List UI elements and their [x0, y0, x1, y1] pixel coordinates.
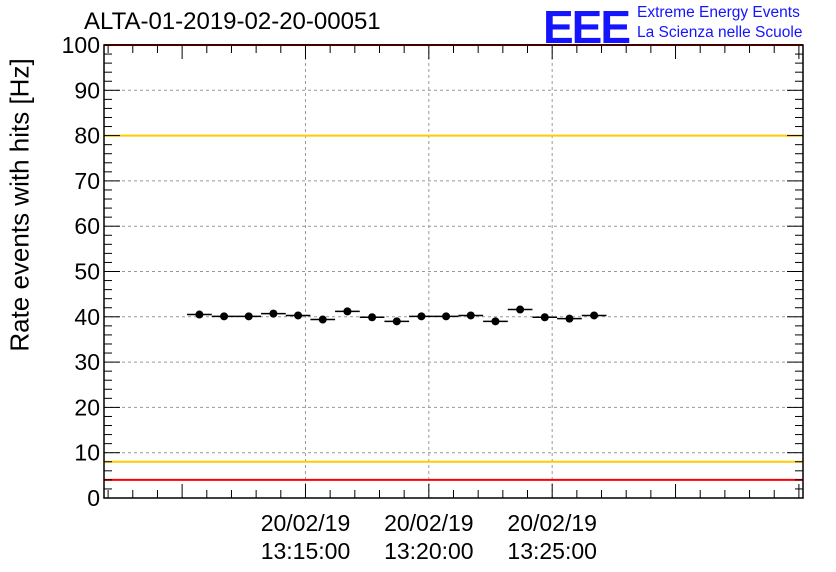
data-point	[392, 317, 401, 326]
data-point	[417, 312, 426, 321]
y-tick-label: 30	[74, 349, 100, 375]
y-tick-label: 40	[74, 304, 100, 330]
x-tick-label-time: 13:20:00	[384, 538, 474, 564]
y-tick-label: 10	[74, 440, 100, 466]
data-point	[343, 307, 352, 316]
y-tick-label: 20	[74, 394, 100, 420]
chart-title: ALTA-01-2019-02-20-00051	[84, 8, 381, 35]
y-tick-labels: 0 10 20 30 40 50 60 70 80 90 100	[62, 32, 100, 511]
y-tick-label: 60	[74, 213, 100, 239]
data-point	[269, 309, 278, 318]
data-point	[590, 311, 599, 320]
data-point	[368, 313, 377, 322]
logo-line-1: Extreme Energy Events	[637, 4, 800, 21]
data-point	[195, 310, 204, 319]
eee-logo: EEE	[543, 1, 631, 53]
grid-layer	[104, 45, 803, 498]
logo-line-2: La Scienza nelle Scuole	[637, 24, 803, 41]
x-tick-label-time: 13:15:00	[261, 538, 351, 564]
y-tick-label: 90	[74, 77, 100, 103]
y-tick-label: 80	[74, 123, 100, 149]
y-tick-label: 0	[87, 485, 100, 511]
x-tick-labels: 20/02/1913:15:0020/02/1913:20:0020/02/19…	[261, 510, 597, 564]
y-tick-label: 50	[74, 259, 100, 285]
x-tick-label-time: 13:25:00	[507, 538, 597, 564]
data-point	[220, 312, 229, 321]
data-point	[540, 313, 549, 322]
data-point	[516, 305, 525, 314]
data-point	[442, 312, 451, 321]
data-point	[565, 314, 574, 323]
data-points	[187, 305, 607, 326]
x-tick-label-date: 20/02/19	[384, 510, 474, 536]
y-tick-label: 100	[62, 32, 100, 58]
axis-ticks	[104, 44, 803, 499]
reference-lines	[104, 44, 803, 481]
y-axis-label: Rate events with hits [Hz]	[4, 58, 35, 352]
data-point	[244, 312, 253, 321]
data-point	[491, 317, 500, 326]
data-point	[318, 315, 327, 324]
y-tick-label: 70	[74, 168, 100, 194]
data-point	[294, 311, 303, 320]
x-tick-label-date: 20/02/19	[261, 510, 351, 536]
x-tick-label-date: 20/02/19	[507, 510, 597, 536]
data-point	[466, 311, 475, 320]
